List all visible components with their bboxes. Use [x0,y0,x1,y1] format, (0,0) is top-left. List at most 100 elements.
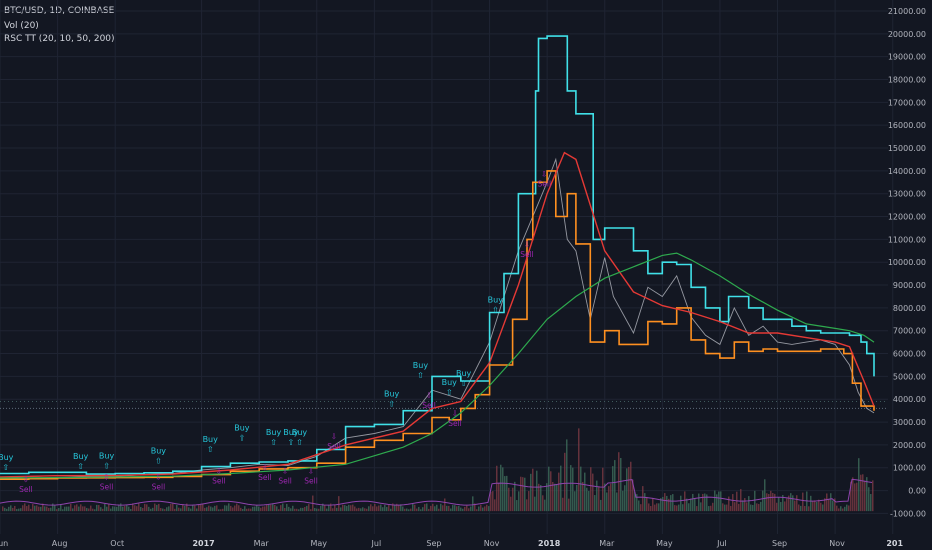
y-tick-label: 21000.00 [888,7,926,16]
sell-arrow-icon: ⇩ [155,473,161,482]
y-tick-label: 14000.00 [888,167,926,176]
volume-bar [384,504,386,512]
volume-bar [228,503,230,512]
volume-bar [246,508,248,512]
volume-bar [742,500,744,512]
volume-bar [162,508,164,512]
volume-bar [30,508,32,512]
volume-bar [318,508,320,512]
volume-bar [480,504,482,512]
volume-bar [248,508,250,512]
volume-bar [294,508,296,512]
buy-arrow-icon: ⇧ [103,461,110,470]
x-tick-label: Jul [716,539,727,548]
volume-bar [226,505,228,512]
volume-bar [814,500,816,512]
volume-bar [700,502,702,512]
volume-bar [488,506,490,512]
volume-bar [230,505,232,512]
volume-bar [372,506,374,512]
volume-bar [268,504,270,512]
volume-bar [142,507,144,512]
volume-bar [12,507,14,512]
buy-arrow-icon: ⇧ [446,388,453,397]
volume-bar [850,481,852,512]
volume-bar [24,503,26,512]
volume-bars [0,428,874,512]
volume-bar [858,458,860,512]
volume-bar [8,506,10,512]
volume-bar [146,504,148,512]
x-axis[interactable]: Jun Aug Oct 2017 Mar May Jul Sep Nov 2018 Mar May Ju… [0,539,903,548]
volume-bar [442,505,444,512]
volume-bar [376,506,378,512]
volume-bar [58,508,60,512]
volume-bar [436,504,438,512]
volume-bar [516,500,518,512]
volume-bar [642,486,644,512]
sell-arrow-icon: ⇩ [331,432,337,441]
volume-bar [604,483,606,512]
volume-bar [198,504,200,512]
buy-arrow-icon: ⇧ [492,306,499,315]
volume-bar [576,484,578,512]
volume-bar [666,495,668,512]
volume-bar [314,507,316,512]
volume-bar [738,503,740,512]
buy-arrow-icon: ⇧ [207,445,214,454]
buy-arrow-icon: ⇧ [77,462,84,471]
volume-bar [114,506,116,512]
volume-bar [38,506,40,512]
volume-bar [112,506,114,512]
volume-bar [126,504,128,512]
volume-bar [548,466,550,512]
volume-bar [646,496,648,512]
volume-bar [562,497,564,512]
volume-bar [380,504,382,512]
volume-bar [550,471,552,512]
volume-bar [456,506,458,512]
volume-bar [770,490,772,512]
volume-bar [86,507,88,512]
volume-bar [234,505,236,512]
volume-bar [172,503,174,512]
volume-bar [870,494,872,512]
sell-arrow-icon: ⇩ [426,391,432,400]
volume-bar [496,465,498,512]
buy-signal-label: Buy [151,446,167,455]
volume-bar [296,508,298,512]
volume-bar [832,500,834,512]
volume-bar [386,506,388,512]
volume-bar [464,506,466,512]
volume-bar [526,499,528,512]
volume-bar [830,493,832,512]
volume-bar [784,501,786,512]
volume-bar [82,506,84,512]
y-axis[interactable]: 21000.00 20000.00 19000.00 18000.00 17000.00… [888,7,926,518]
volume-bar [568,498,570,512]
volume-bar [798,504,800,512]
volume-bar [454,505,456,512]
volume-bar [450,508,452,512]
volume-bar [216,505,218,512]
volume-bar [104,503,106,512]
volume-bar [614,460,616,512]
volume-bar [518,491,520,512]
volume-bar [186,503,188,512]
volume-bar [692,493,694,512]
sell-signal-label: Sell [304,477,318,486]
volume-bar [174,508,176,512]
x-tick-label: Jul [371,539,382,548]
volume-bar [808,506,810,512]
volume-bar [790,493,792,512]
y-tick-label: 2000.00 [893,441,926,450]
volume-legend: Vol (20) [4,21,39,31]
volume-bar [330,503,332,512]
volume-bar [356,508,358,512]
volume-bar [78,506,80,512]
volume-bar [274,504,276,512]
volume-bar [750,504,752,512]
volume-bar [210,506,212,512]
sell-arrow-icon: ⇩ [282,467,288,476]
